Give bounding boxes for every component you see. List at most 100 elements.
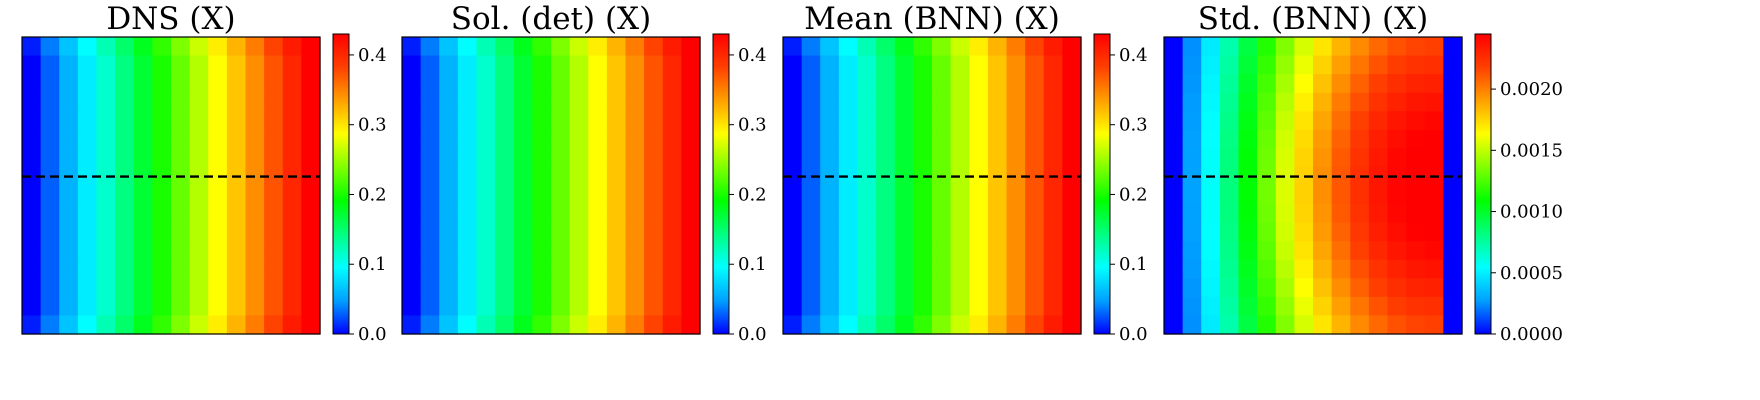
heatmap-cell — [801, 315, 821, 335]
panel-title: DNS (X) — [106, 1, 235, 37]
heatmap-cell — [969, 296, 989, 317]
colorbar-tick-label: 0.0 — [1119, 324, 1148, 345]
heatmap-cell — [681, 278, 701, 298]
heatmap-cell — [1182, 92, 1202, 112]
heatmap-cell — [420, 278, 440, 298]
heatmap-cell — [1294, 74, 1314, 94]
heatmap-cell — [189, 129, 209, 149]
heatmap-cell — [301, 129, 321, 149]
heatmap-cell — [783, 259, 803, 279]
heatmap-cell — [96, 55, 116, 75]
heatmap-cell — [1006, 37, 1026, 57]
heatmap-cell — [152, 222, 172, 242]
heatmap-cell — [171, 278, 191, 298]
heatmap-cell — [133, 222, 153, 242]
heatmap-cell — [606, 222, 627, 242]
heatmap-cell — [625, 37, 645, 57]
heatmap-cell — [1257, 129, 1277, 149]
heatmap-cell — [969, 74, 989, 94]
heatmap-cell — [1043, 148, 1063, 168]
heatmap-cell — [40, 111, 60, 131]
heatmap-cell — [1164, 241, 1184, 261]
heatmap-cell — [662, 185, 682, 205]
heatmap-cell — [1424, 185, 1444, 205]
heatmap-cell — [838, 204, 859, 224]
heatmap-cell — [439, 204, 459, 224]
heatmap-cell — [282, 185, 302, 205]
heatmap-cell — [189, 259, 209, 279]
heatmap-cell — [189, 315, 209, 335]
heatmap-cell — [551, 222, 571, 242]
heatmap-cell — [1043, 296, 1063, 317]
heatmap-cell — [969, 241, 989, 261]
heatmap-cell — [1294, 241, 1314, 261]
heatmap-cell — [857, 148, 877, 168]
heatmap-cell — [96, 129, 116, 149]
heatmap-cell — [1043, 278, 1063, 298]
heatmap-cell — [171, 259, 191, 279]
heatmap-cell — [662, 241, 682, 261]
heatmap-cell — [152, 315, 172, 335]
heatmap-cell — [857, 74, 877, 94]
heatmap-cell — [1387, 37, 1407, 57]
heatmap-cell — [402, 74, 422, 94]
heatmap-cell — [420, 222, 440, 242]
heatmap-cell — [1368, 129, 1389, 149]
heatmap-cell — [402, 296, 422, 317]
heatmap-cell — [301, 222, 321, 242]
heatmap-cell — [245, 148, 265, 168]
heatmap-cell — [1006, 296, 1026, 317]
heatmap-cell — [1331, 129, 1351, 149]
heatmap-cell — [662, 259, 682, 279]
heatmap-cell — [801, 278, 821, 298]
heatmap-cell — [208, 55, 228, 75]
colorbar-tick-label: 0.0 — [358, 324, 387, 345]
heatmap-cell — [1043, 259, 1063, 279]
heatmap-cell — [950, 129, 970, 149]
heatmap-cell — [783, 129, 803, 149]
heatmap-cell — [439, 37, 459, 57]
heatmap-cell — [801, 259, 821, 279]
heatmap-cell — [820, 222, 840, 242]
heatmap-cell — [1238, 37, 1258, 57]
heatmap-cell — [1350, 166, 1370, 187]
heatmap-cell — [1443, 296, 1463, 317]
heatmap-cell — [625, 185, 645, 205]
heatmap-cell — [40, 259, 60, 279]
heatmap-cell — [152, 241, 172, 261]
heatmap-cell — [1238, 111, 1258, 131]
heatmap-cell — [1201, 74, 1221, 94]
heatmap-cell — [783, 278, 803, 298]
heatmap-cell — [876, 204, 896, 224]
heatmap-cell — [226, 259, 247, 279]
heatmap-cell — [625, 92, 645, 112]
heatmap-cell — [1257, 278, 1277, 298]
heatmap-cell — [1368, 278, 1389, 298]
heatmap-cell — [77, 296, 98, 317]
heatmap-cell — [402, 315, 422, 335]
heatmap-cell — [681, 74, 701, 94]
heatmap-cell — [226, 296, 247, 317]
heatmap-cell — [1182, 129, 1202, 149]
heatmap-cell — [969, 92, 989, 112]
heatmap-cell — [1368, 55, 1389, 75]
heatmap-cell — [115, 111, 135, 131]
heatmap-cell — [1313, 185, 1333, 205]
heatmap-cell — [551, 37, 571, 57]
heatmap-cell — [532, 111, 552, 131]
heatmap-cell — [152, 259, 172, 279]
heatmap-cell — [1294, 204, 1314, 224]
heatmap-cell — [40, 241, 60, 261]
heatmap-cell — [22, 241, 42, 261]
heatmap-cell — [820, 74, 840, 94]
heatmap-cell — [1331, 55, 1351, 75]
heatmap-cell — [59, 74, 79, 94]
heatmap-cell — [245, 185, 265, 205]
heatmap-cell — [987, 129, 1008, 149]
heatmap-cell — [152, 37, 172, 57]
heatmap-cell — [987, 278, 1008, 298]
heatmap-cell — [171, 204, 191, 224]
heatmap-cell — [152, 296, 172, 317]
heatmap-cell — [894, 37, 914, 57]
heatmap-cell — [495, 222, 515, 242]
